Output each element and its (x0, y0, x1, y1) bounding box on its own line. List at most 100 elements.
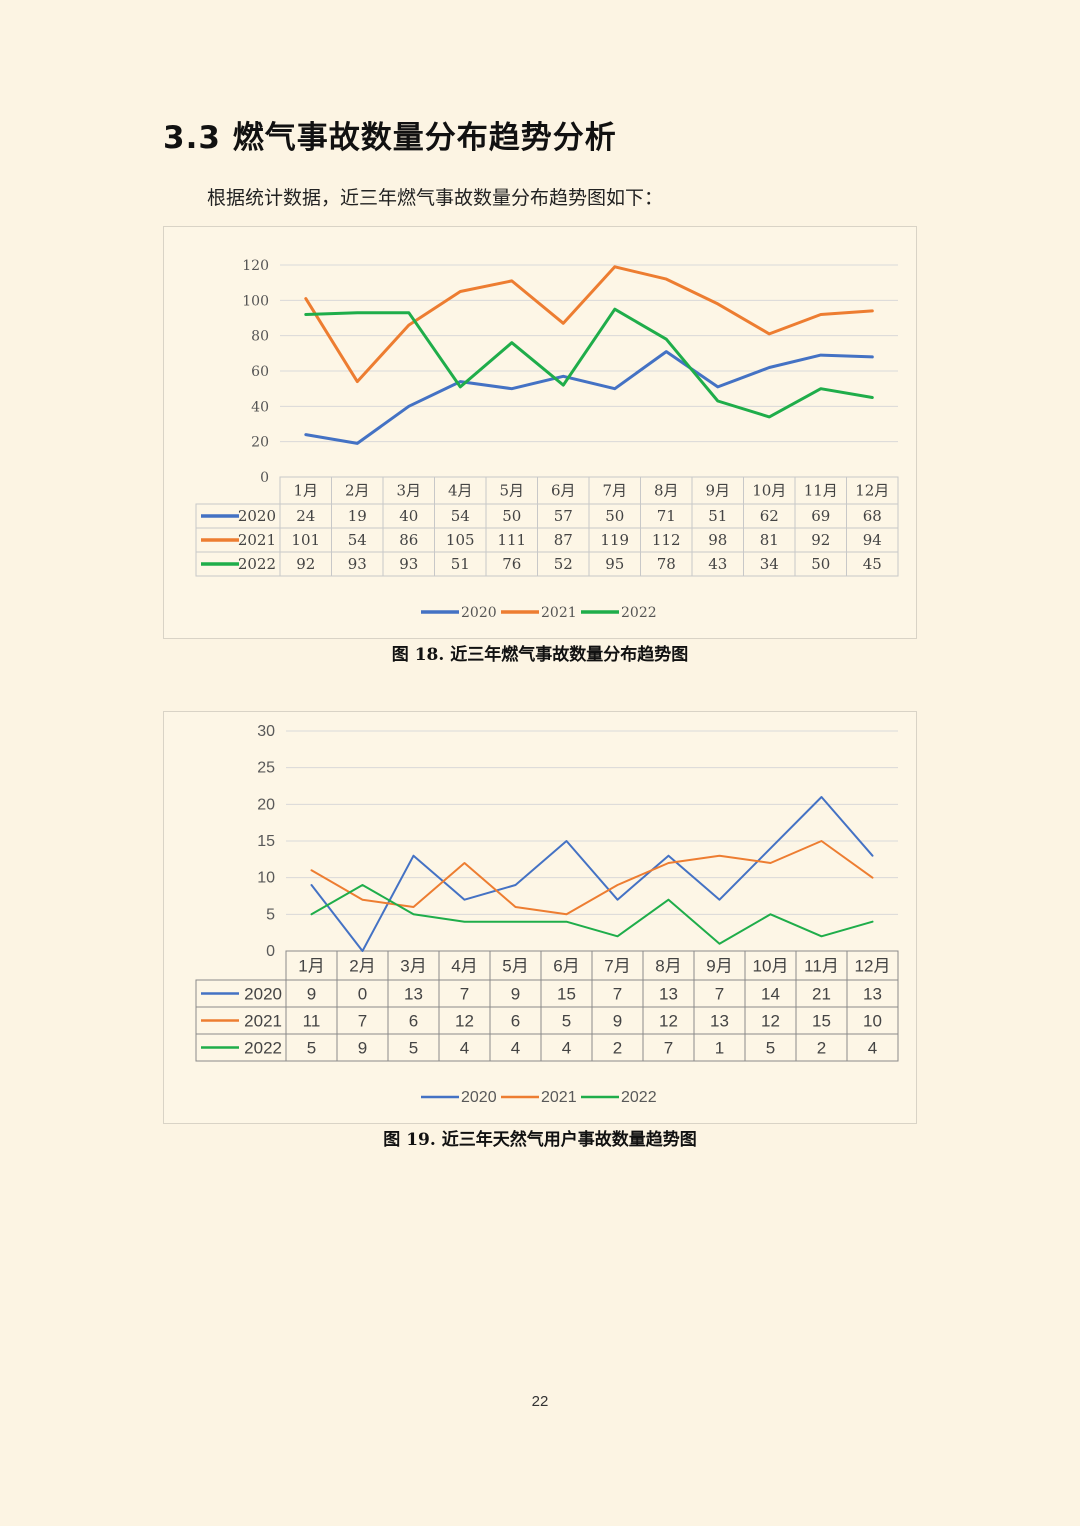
legend-label: 2020 (461, 605, 497, 621)
series-key-label: 2020 (244, 984, 282, 1003)
table-cell-value: 40 (399, 507, 418, 525)
category-label: 7月 (604, 956, 630, 975)
table-cell-value: 50 (605, 507, 624, 525)
category-label: 10月 (752, 482, 786, 500)
table-cell-value: 86 (399, 531, 418, 549)
series-line-2021 (310, 840, 874, 916)
table-cell-value: 7 (460, 984, 469, 1003)
series-line-2021 (304, 265, 874, 384)
y-tick-label: 60 (251, 364, 269, 380)
table-cell-value: 111 (497, 531, 526, 549)
category-label: 6月 (551, 482, 576, 500)
category-label: 12月 (855, 482, 889, 500)
figure-18-caption: 图 18. 近三年燃气事故数量分布趋势图 (391, 645, 689, 665)
y-tick-label: 20 (251, 435, 269, 451)
table-cell-value: 45 (863, 555, 882, 573)
y-tick-label: 25 (257, 760, 275, 777)
table-cell-value: 119 (600, 531, 629, 549)
table-cell-value: 112 (652, 531, 681, 549)
category-label: 12月 (855, 956, 891, 975)
table-cell-value: 10 (863, 1011, 882, 1030)
table-cell-value: 9 (358, 1038, 367, 1057)
legend-label: 2020 (461, 1089, 497, 1106)
series-key-label: 2022 (238, 555, 276, 573)
category-label: 6月 (553, 956, 579, 975)
section-heading: 3.3 燃气事故数量分布趋势分析 (163, 120, 617, 156)
table-cell-value: 4 (868, 1038, 877, 1057)
table-cell-value: 13 (710, 1011, 729, 1030)
legend-label: 2021 (541, 605, 577, 621)
category-label: 5月 (499, 482, 524, 500)
table-cell-value: 5 (307, 1038, 316, 1057)
chart-figure-18: 0 20 40 60 80 100 120 1月 2月 3月 4月 5月 6月 7月 8月 9月 10月 11月 1… (163, 226, 917, 639)
table-cell-value: 21 (812, 984, 831, 1003)
table-cell-value: 1 (715, 1038, 724, 1057)
data-table: 1月 2月 3月 4月 5月 6月 7月 8月 9月 10月 11月 12月 2020 24 19 40 54 5… (195, 476, 899, 577)
series-line-2020 (310, 796, 874, 952)
chart-figure-19: 0 5 10 15 20 25 30 1月 2月 3月 4月 5月 6月 7月 8月 9月 10月 11月 12月 2… (163, 711, 917, 1124)
y-tick-label: 5 (266, 906, 275, 923)
table-cell-value: 5 (409, 1038, 418, 1057)
table-cell-value: 11 (303, 1011, 321, 1030)
table-cell-value: 9 (307, 984, 316, 1003)
series-key-label: 2022 (244, 1038, 282, 1057)
y-tick-label: 30 (257, 723, 275, 740)
table-cell-value: 4 (562, 1038, 571, 1057)
table-cell-value: 13 (404, 984, 423, 1003)
table-cell-value: 54 (348, 531, 367, 549)
table-cell-value: 95 (605, 555, 624, 573)
table-cell-value: 62 (760, 507, 779, 525)
table-cell-value: 15 (557, 984, 576, 1003)
series-line-2022 (304, 307, 874, 419)
table-cell-value: 12 (761, 1011, 780, 1030)
series-key-label: 2021 (238, 531, 276, 549)
table-cell-value: 92 (811, 531, 830, 549)
table-cell-value: 7 (358, 1011, 367, 1030)
table-cell-value: 6 (409, 1011, 418, 1030)
table-cell-value: 4 (460, 1038, 469, 1057)
table-cell-value: 9 (511, 984, 520, 1003)
y-tick-label: 20 (257, 796, 275, 813)
table-cell-value: 81 (760, 531, 779, 549)
table-cell-value: 7 (613, 984, 622, 1003)
legend: 2020 2021 2022 (421, 1089, 657, 1106)
category-label: 9月 (706, 956, 732, 975)
table-cell-value: 5 (766, 1038, 775, 1057)
category-label: 3月 (400, 956, 426, 975)
y-tick-label: 0 (260, 470, 269, 486)
table-cell-value: 15 (812, 1011, 831, 1030)
table-cell-value: 50 (811, 555, 830, 573)
table-cell-value: 51 (708, 507, 727, 525)
table-cell-value: 98 (708, 531, 727, 549)
table-cell (846, 1033, 899, 1062)
table-cell-value: 34 (760, 555, 779, 573)
legend-label: 2021 (541, 1089, 577, 1106)
category-label: 11月 (804, 482, 838, 500)
table-cell-value: 93 (399, 555, 418, 573)
y-tick-label: 0 (266, 943, 275, 960)
table-cell-value: 5 (562, 1011, 571, 1030)
table-cell-value: 6 (511, 1011, 520, 1030)
table-cell-value: 69 (811, 507, 830, 525)
category-label: 8月 (655, 956, 681, 975)
table-cell-value: 93 (348, 555, 367, 573)
table-cell-value: 4 (511, 1038, 520, 1057)
category-label: 7月 (602, 482, 627, 500)
table-cell-value: 94 (863, 531, 882, 549)
y-tick-label: 120 (242, 258, 269, 274)
table-cell-value: 92 (296, 555, 315, 573)
category-label: 1月 (298, 956, 324, 975)
category-label: 8月 (654, 482, 679, 500)
y-tick-label: 15 (257, 833, 275, 850)
table-cell-value: 76 (502, 555, 521, 573)
y-tick-label: 80 (251, 329, 269, 345)
series-key-label: 2021 (244, 1011, 282, 1030)
table-cell-value: 54 (451, 507, 470, 525)
table-cell-value: 9 (613, 1011, 622, 1030)
category-label: 11月 (804, 956, 839, 975)
table-cell-value: 19 (348, 507, 367, 525)
table-cell-value: 0 (358, 984, 367, 1003)
